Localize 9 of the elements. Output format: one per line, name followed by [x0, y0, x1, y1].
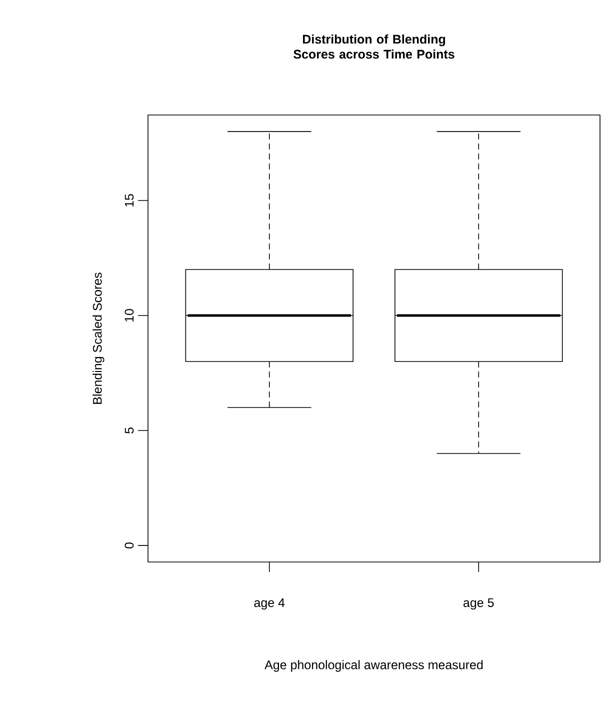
y-axis-title: Blending Scaled Scores — [92, 272, 104, 404]
y-tick-label: 5 — [124, 428, 134, 434]
x-axis-title: Age phonological awareness measured — [264, 660, 483, 672]
x-tick-label: age 5 — [464, 598, 494, 610]
x-tick-label: age 4 — [254, 598, 285, 610]
y-tick-label: 0 — [124, 542, 134, 548]
chart-title: Distribution of Blending Scores across Time Points — [294, 34, 454, 59]
y-tick-label: 15 — [124, 194, 134, 207]
y-tick-label: 10 — [124, 309, 134, 322]
